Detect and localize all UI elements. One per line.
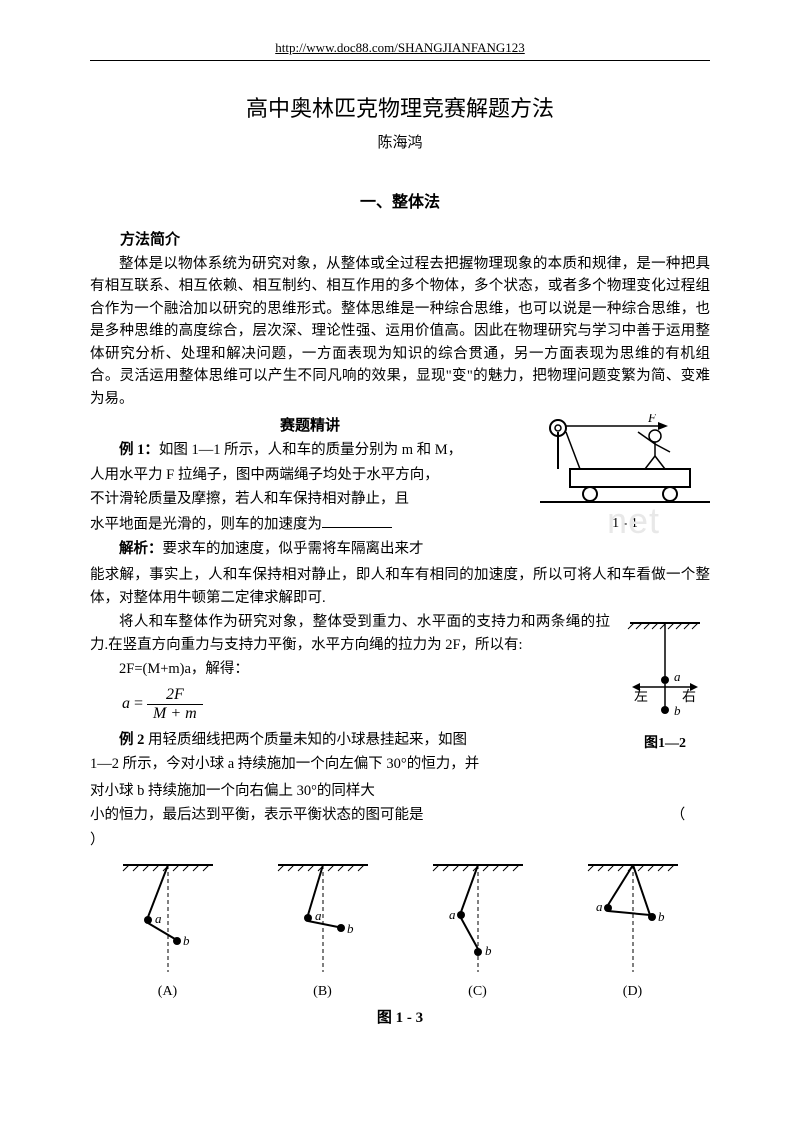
answer-blank (322, 513, 392, 529)
figure-1-1: F 1 - 1 (540, 414, 710, 532)
ex2-t4: 小的恒力，最后达到平衡，表示平衡状态的图可能是 (90, 807, 424, 823)
force-label: F (647, 414, 657, 425)
figure-1-3-c: a b (C) (423, 857, 533, 1000)
svg-text:a: a (596, 899, 603, 914)
figure-1-2-caption: 图1—2 (620, 732, 710, 752)
formula-den: M + m (147, 705, 203, 723)
svg-text:右: 右 (682, 689, 696, 705)
header-url: http://www.doc88.com/SHANGJIANFANG123 (90, 40, 710, 56)
svg-text:a: a (315, 908, 322, 923)
ex2-line4: 小的恒力，最后达到平衡，表示平衡状态的图可能是 （ (90, 804, 710, 826)
ex2-line2: 1—2 所示，今对小球 a 持续施加一个向左偏下 30°的恒力，并 (90, 753, 710, 775)
fig13-label-a: (A) (113, 984, 223, 1000)
svg-text:b: b (485, 943, 492, 958)
figure-1-3-row: a b (A) a b (B) (90, 857, 710, 1000)
svg-text:b: b (347, 921, 354, 936)
intro-paragraph: 整体是以物体系统为研究对象，从整体或全过程去把握物理现象的本质和规律，是一种把具… (90, 253, 710, 410)
ex1-formula-line: 2F=(M+m)a，解得： (90, 658, 710, 680)
ex2-line1: 例 2 用轻质细线把两个质量未知的小球悬挂起来，如图 (90, 729, 710, 751)
svg-text:a: a (449, 907, 456, 922)
method-intro-label: 方法简介 (90, 228, 710, 249)
svg-text:左: 左 (634, 689, 648, 705)
svg-text:b: b (183, 933, 190, 948)
ex1-a1: 要求车的加速度，似乎需将车隔离出来才 (163, 541, 424, 557)
figure-1-3-caption: 图 1 - 3 (90, 1006, 710, 1027)
ex1-analysis-line1: 解析：要求车的加速度，似乎需将车隔离出来才 (90, 538, 710, 560)
figure-1-1-caption: 1 - 1 (540, 516, 710, 532)
ex1-t1: 如图 1—1 所示，人和车的质量分别为 m 和 M， (159, 442, 462, 458)
paren-open: （ (671, 807, 686, 823)
ex2-line3: 对小球 b 持续施加一个向右偏上 30°的同样大 (90, 780, 710, 802)
svg-text:b: b (674, 703, 681, 718)
figure-1-3-b: a b (B) (268, 857, 378, 1000)
analysis-label: 解析： (119, 541, 163, 557)
section-heading: 一、整体法 (90, 188, 710, 212)
svg-text:a: a (674, 669, 681, 684)
formula-num: 2F (147, 686, 203, 705)
ex2-label: 例 2 (119, 732, 144, 748)
fig13-label-b: (B) (268, 984, 378, 1000)
example-1-block: F 1 - 1 赛题精讲 例 1：如图 1—1 所示，人和车的质量分别为 m 和… (90, 414, 710, 562)
fig13-label-c: (C) (423, 984, 533, 1000)
ex1-label: 例 1： (119, 442, 159, 458)
document-title: 高中奥林匹克物理竞赛解题方法 (90, 91, 710, 123)
ex1-analysis-para: 能求解，事实上，人和车保持相对静止，即人和车有相同的加速度，所以可将人和车看做一… (90, 564, 710, 609)
svg-text:b: b (658, 909, 665, 924)
svg-text:a: a (155, 911, 162, 926)
ex2-paren-close: ） (90, 829, 710, 851)
formula-a: a (122, 695, 130, 712)
document-author: 陈海鸿 (90, 131, 710, 152)
document-page: net http://www.doc88.com/SHANGJIANFANG12… (0, 0, 800, 1130)
figure-1-3-d: a b (D) (578, 857, 688, 1000)
formula-fraction: 2F M + m (147, 686, 203, 722)
fig13-label-d: (D) (578, 984, 688, 1000)
ex2-t1: 用轻质细线把两个质量未知的小球悬挂起来，如图 (144, 732, 467, 748)
ex1-t4: 水平地面是光滑的，则车的加速度为 (90, 516, 322, 532)
formula-eq: = (134, 695, 143, 712)
example-2-lead-block: a b 左 右 图1—2 将人和车整体作为研究对象，整体受到重力、水平面的支持力… (90, 611, 710, 778)
header-rule (90, 60, 710, 61)
figure-1-3-a: a b (A) (113, 857, 223, 1000)
ex1-para2: 将人和车整体作为研究对象，整体受到重力、水平面的支持力和两条绳的拉力.在竖直方向… (90, 611, 710, 656)
figure-1-2: a b 左 右 图1—2 (620, 615, 710, 752)
